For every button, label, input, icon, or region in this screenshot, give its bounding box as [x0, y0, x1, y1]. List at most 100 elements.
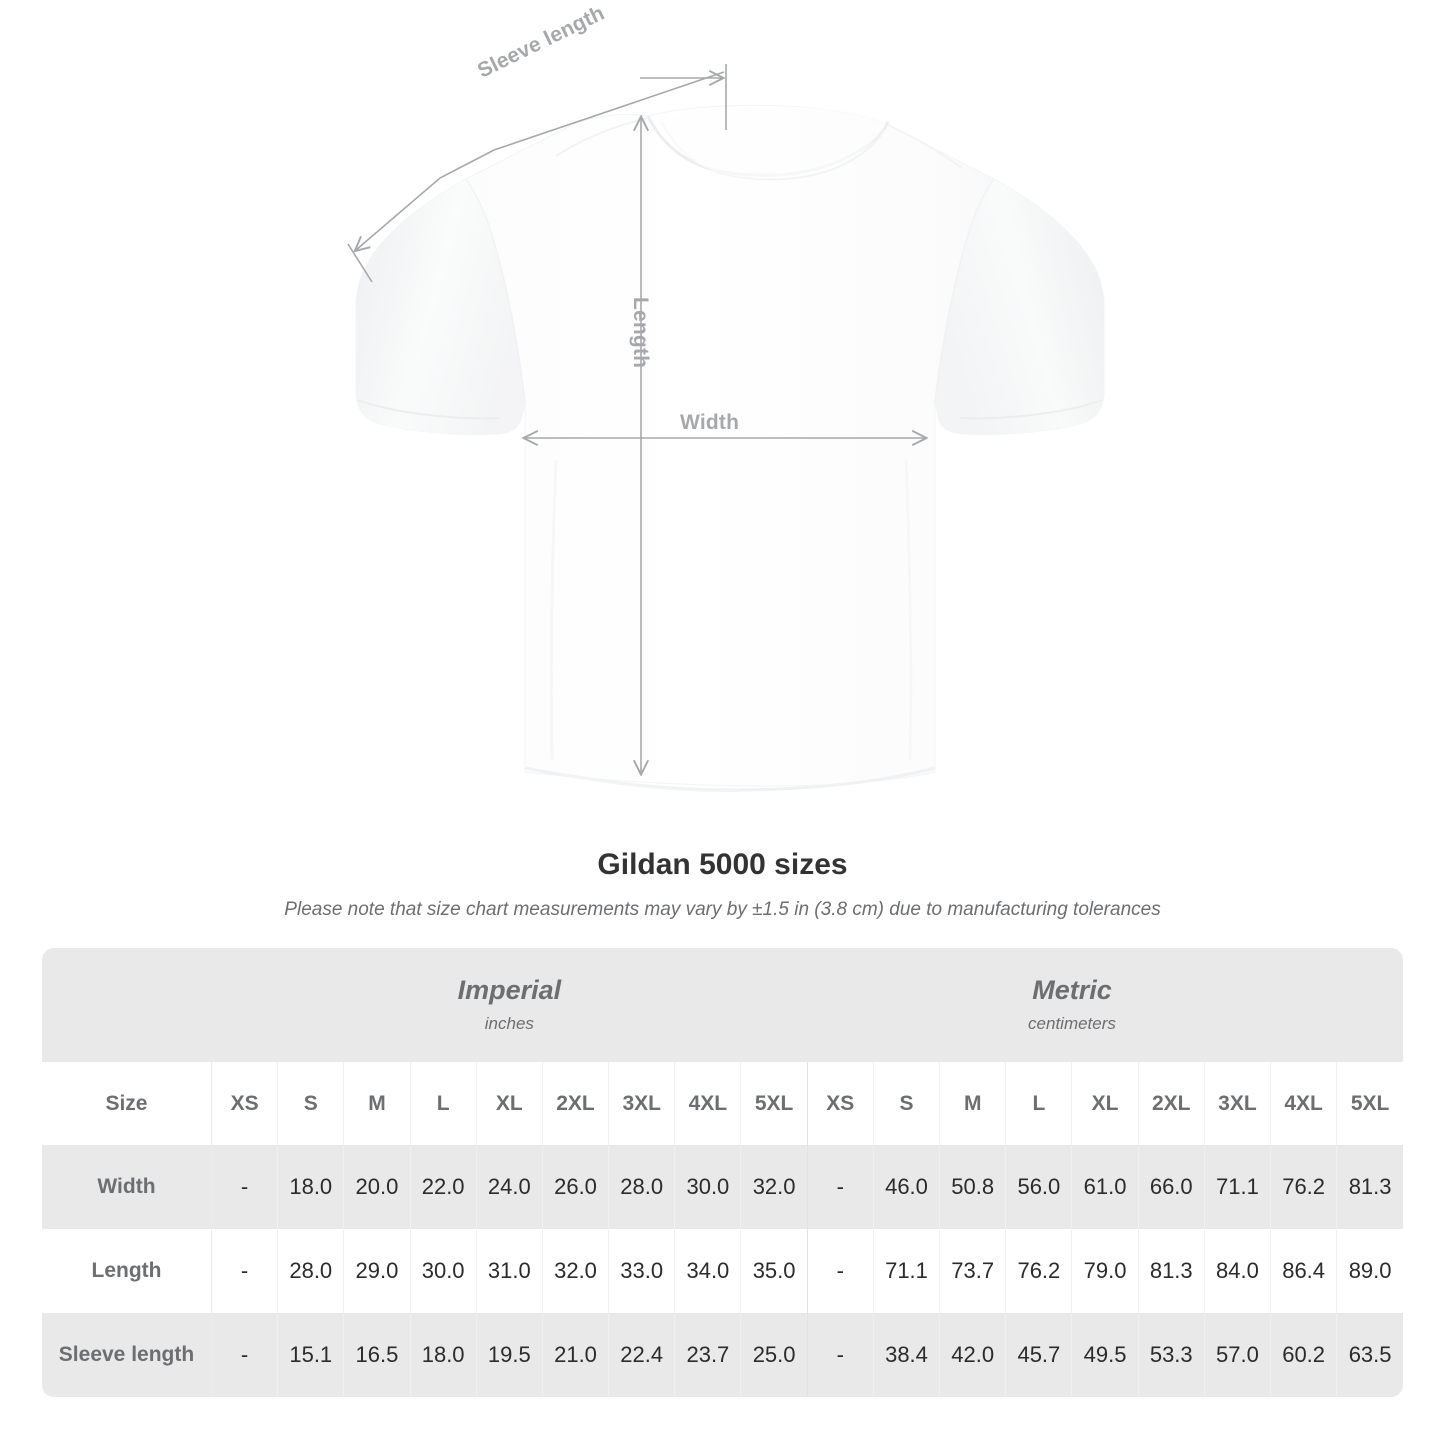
width-metric-m: 50.8	[939, 1145, 1007, 1229]
sleeve-metric-5xl: 63.5	[1336, 1313, 1403, 1397]
sleeve-metric-s: 38.4	[873, 1313, 941, 1397]
size-table-container: Imperial inches Metric centimeters Size …	[42, 948, 1403, 1397]
row-label-length: Length	[42, 1229, 212, 1313]
size-header-imperial-2xl: 2XL	[542, 1062, 610, 1145]
size-table: Imperial inches Metric centimeters Size …	[42, 948, 1403, 1397]
length-imperial-2xl: 32.0	[542, 1229, 610, 1313]
size-header-metric-xl: XL	[1071, 1062, 1139, 1145]
unit-system-metric: Metric centimeters	[807, 948, 1337, 1062]
sleeve-metric-3xl: 57.0	[1204, 1313, 1272, 1397]
sleeve-imperial-3xl: 22.4	[608, 1313, 676, 1397]
tolerance-note: Please note that size chart measurements…	[284, 899, 1161, 920]
size-header-imperial-m: M	[343, 1062, 411, 1145]
length-imperial-xl: 31.0	[476, 1229, 543, 1313]
length-metric-5xl: 89.0	[1336, 1229, 1403, 1313]
table-row: Width - 18.0 20.0 22.0 24.0 26.0 28.0 30…	[42, 1145, 1403, 1229]
sleeve-imperial-5xl: 25.0	[740, 1313, 808, 1397]
size-header-imperial-3xl: 3XL	[608, 1062, 676, 1145]
unit-system-metric-unit: centimeters	[1028, 1014, 1116, 1033]
unit-system-imperial: Imperial inches	[211, 948, 808, 1062]
length-metric-2xl: 81.3	[1138, 1229, 1205, 1313]
width-imperial-3xl: 28.0	[608, 1145, 676, 1229]
width-imperial-2xl: 26.0	[542, 1145, 610, 1229]
size-header-imperial-xl: XL	[476, 1062, 543, 1145]
size-header-metric-2xl: 2XL	[1138, 1062, 1205, 1145]
tshirt-shape	[355, 104, 1105, 793]
length-imperial-l: 30.0	[410, 1229, 477, 1313]
sleeve-metric-4xl: 60.2	[1270, 1313, 1338, 1397]
width-imperial-xs: -	[211, 1145, 279, 1229]
width-metric-s: 46.0	[873, 1145, 941, 1229]
width-label: Width	[680, 411, 740, 434]
sleeve-imperial-2xl: 21.0	[542, 1313, 610, 1397]
sleeve-imperial-4xl: 23.7	[674, 1313, 742, 1397]
sleeve-metric-l: 45.7	[1005, 1313, 1073, 1397]
sleeve-imperial-xs: -	[211, 1313, 279, 1397]
column-header-size: Size	[42, 1062, 212, 1145]
width-metric-l: 56.0	[1005, 1145, 1073, 1229]
unit-system-imperial-unit: inches	[484, 1014, 534, 1033]
width-imperial-l: 22.0	[410, 1145, 477, 1229]
width-metric-xl: 61.0	[1071, 1145, 1139, 1229]
width-imperial-5xl: 32.0	[740, 1145, 808, 1229]
sleeve-length-dimension	[347, 64, 727, 283]
width-metric-xs: -	[807, 1145, 874, 1229]
size-header-metric-s: S	[873, 1062, 941, 1145]
width-metric-3xl: 71.1	[1204, 1145, 1272, 1229]
sleeve-metric-m: 42.0	[939, 1313, 1007, 1397]
length-imperial-5xl: 35.0	[740, 1229, 808, 1313]
size-header-metric-m: M	[939, 1062, 1007, 1145]
size-header-metric-5xl: 5XL	[1336, 1062, 1403, 1145]
title-block: Gildan 5000 sizes Please note that size …	[0, 845, 1445, 923]
tshirt-illustration: Sleeve length Length Width	[347, 2, 1105, 793]
length-imperial-4xl: 34.0	[674, 1229, 742, 1313]
size-header-metric-4xl: 4XL	[1270, 1062, 1338, 1145]
row-label-width: Width	[42, 1145, 212, 1229]
sleeve-metric-xs: -	[807, 1313, 874, 1397]
sleeve-imperial-xl: 19.5	[476, 1313, 543, 1397]
length-imperial-3xl: 33.0	[608, 1229, 676, 1313]
sleeve-metric-2xl: 53.3	[1138, 1313, 1205, 1397]
length-metric-4xl: 86.4	[1270, 1229, 1338, 1313]
table-row: Sleeve length - 15.1 16.5 18.0 19.5 21.0…	[42, 1313, 1403, 1397]
size-header-imperial-s: S	[277, 1062, 345, 1145]
size-header-imperial-4xl: 4XL	[674, 1062, 742, 1145]
table-row: Length - 28.0 29.0 30.0 31.0 32.0 33.0 3…	[42, 1229, 1403, 1313]
length-metric-l: 76.2	[1005, 1229, 1073, 1313]
unit-banner-spacer	[42, 948, 212, 1062]
sleeve-imperial-s: 15.1	[277, 1313, 345, 1397]
length-metric-s: 71.1	[873, 1229, 941, 1313]
sleeve-imperial-l: 18.0	[410, 1313, 477, 1397]
size-header-metric-l: L	[1005, 1062, 1073, 1145]
length-metric-3xl: 84.0	[1204, 1229, 1272, 1313]
width-metric-4xl: 76.2	[1270, 1145, 1338, 1229]
unit-banner-end	[1336, 948, 1403, 1062]
unit-system-imperial-name: Imperial	[457, 975, 562, 1005]
unit-system-metric-name: Metric	[1032, 975, 1112, 1005]
size-header-imperial-xs: XS	[211, 1062, 279, 1145]
length-imperial-s: 28.0	[277, 1229, 345, 1313]
width-imperial-xl: 24.0	[476, 1145, 543, 1229]
size-header-imperial-l: L	[410, 1062, 477, 1145]
width-imperial-m: 20.0	[343, 1145, 411, 1229]
row-label-sleeve-length: Sleeve length	[42, 1313, 212, 1397]
size-header-imperial-5xl: 5XL	[740, 1062, 808, 1145]
length-metric-xs: -	[807, 1229, 874, 1313]
length-imperial-m: 29.0	[343, 1229, 411, 1313]
width-imperial-4xl: 30.0	[674, 1145, 742, 1229]
size-header-metric-3xl: 3XL	[1204, 1062, 1272, 1145]
length-metric-xl: 79.0	[1071, 1229, 1139, 1313]
size-header-row: Size XS S M L XL 2XL 3XL 4XL 5XL XS S M …	[42, 1062, 1403, 1145]
length-imperial-xs: -	[211, 1229, 279, 1313]
unit-banner-row: Imperial inches Metric centimeters	[42, 948, 1403, 1062]
length-metric-m: 73.7	[939, 1229, 1007, 1313]
width-metric-5xl: 81.3	[1336, 1145, 1403, 1229]
width-imperial-s: 18.0	[277, 1145, 345, 1229]
width-metric-2xl: 66.0	[1138, 1145, 1205, 1229]
length-label: Length	[629, 297, 652, 369]
sleeve-metric-xl: 49.5	[1071, 1313, 1139, 1397]
page-title: Gildan 5000 sizes	[597, 848, 848, 881]
size-header-metric-xs: XS	[807, 1062, 874, 1145]
sleeve-imperial-m: 16.5	[343, 1313, 411, 1397]
